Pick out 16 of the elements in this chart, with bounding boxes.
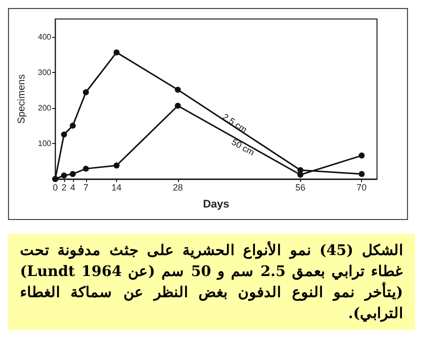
text: الشكل (45) نمو الأنواع الحشرية على جثث مدفونة تحت غطاء ترابي بعمق 2.5 سم و 50 سم (عن Lundt 1964) (يتأخر نمو النوع الدفون بغض النظر عن سماكة الغطاء الترابي).	[8, 234, 415, 330]
y-tick-label: 100	[38, 138, 52, 148]
x-tick-label: 2	[61, 182, 67, 192]
x-tick-label: 4	[70, 182, 76, 192]
y-axis-title: Specimens	[16, 74, 28, 124]
x-tick-label: 28	[172, 182, 183, 192]
x-tick-label: 14	[112, 182, 122, 192]
x-tick-label: 7	[83, 182, 88, 192]
y-tick-label: 200	[38, 103, 52, 112]
y-tick-label: 400	[38, 32, 52, 42]
x-tick-label: 70	[356, 182, 367, 192]
text: 50 cm	[230, 136, 256, 158]
y-tick-label: 300	[38, 68, 52, 77]
x-tick-label: 56	[295, 182, 306, 192]
x-tick-label: 0	[52, 182, 58, 192]
x-axis-title: Days	[202, 198, 230, 210]
